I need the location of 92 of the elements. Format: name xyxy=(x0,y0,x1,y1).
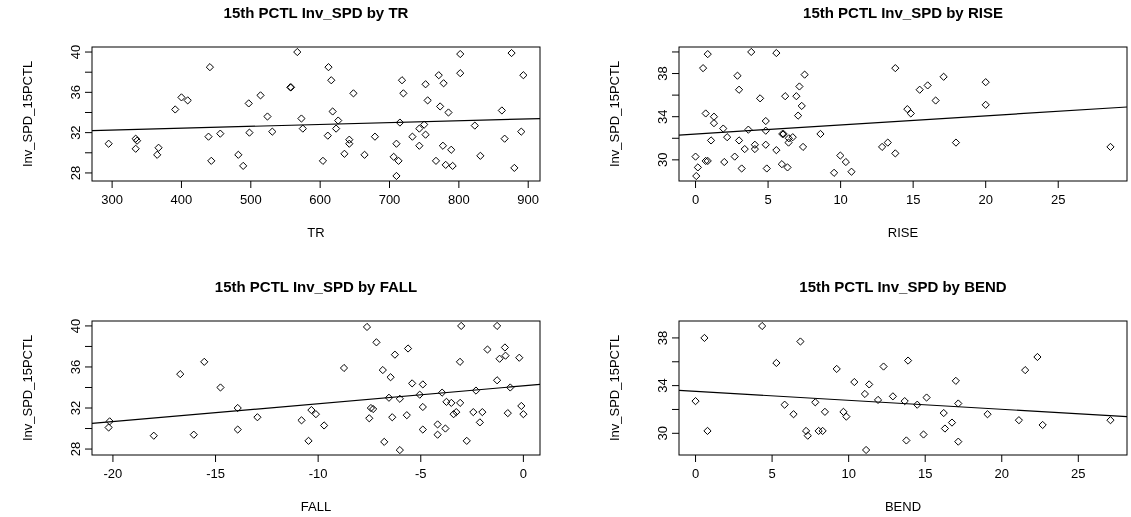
point xyxy=(951,376,960,385)
x-tick-label: 400 xyxy=(170,192,193,207)
point xyxy=(862,445,871,455)
y-tick-label: 28 xyxy=(68,165,83,181)
point xyxy=(947,418,957,427)
y-tick-label: 40 xyxy=(68,44,83,60)
point xyxy=(842,412,851,421)
y-axis-title: Inv_SPD_15PCTL xyxy=(607,334,622,442)
x-tick-label: 15 xyxy=(905,192,921,207)
x-tick-label: -15 xyxy=(206,466,225,481)
point xyxy=(939,408,948,418)
y-tick-label: 36 xyxy=(68,359,83,375)
point xyxy=(703,426,712,436)
point xyxy=(873,395,883,405)
point xyxy=(983,410,992,419)
x-tick-label: 25 xyxy=(1071,466,1086,481)
y-tick-label: 30 xyxy=(655,152,670,168)
point xyxy=(919,430,928,439)
y-tick-label: 34 xyxy=(655,378,670,393)
x-tick-label: -5 xyxy=(414,466,427,481)
point xyxy=(940,424,950,433)
point xyxy=(1014,416,1023,425)
x-tick-label: 10 xyxy=(841,466,856,481)
x-tick-label: 5 xyxy=(764,192,772,207)
point xyxy=(913,400,922,409)
x-tick-label: 10 xyxy=(833,192,848,207)
point xyxy=(954,437,963,446)
point xyxy=(789,410,798,419)
point xyxy=(850,377,859,387)
point xyxy=(803,431,812,440)
x-axis-title: FALL xyxy=(300,499,332,514)
x-tick-label: 500 xyxy=(239,192,262,207)
y-axis-title: Inv_SPD_15PCTL xyxy=(607,60,622,168)
x-tick-label: -20 xyxy=(103,466,123,481)
x-tick-label: 800 xyxy=(448,192,470,207)
point xyxy=(839,407,848,416)
y-tick-label: 34 xyxy=(655,109,670,124)
x-tick-label: 5 xyxy=(768,466,776,481)
point xyxy=(758,321,767,331)
point xyxy=(801,426,811,436)
point xyxy=(820,407,830,416)
point xyxy=(814,426,823,436)
point xyxy=(691,397,700,406)
y-axis-title: Inv_SPD_15PCTL xyxy=(20,334,35,442)
point xyxy=(1038,420,1047,430)
point xyxy=(700,333,709,343)
point xyxy=(818,426,827,436)
x-tick-label: 700 xyxy=(378,192,401,207)
x-axis-title: RISE xyxy=(887,225,919,240)
x-tick-label: -10 xyxy=(308,466,328,481)
point xyxy=(1033,352,1042,362)
point xyxy=(832,364,841,374)
point xyxy=(1106,416,1115,425)
point xyxy=(780,400,789,409)
x-tick-label: 900 xyxy=(517,192,540,207)
y-tick-label: 32 xyxy=(68,400,83,416)
point xyxy=(900,397,909,406)
x-axis-title: TR xyxy=(307,225,325,240)
x-tick-label: 15 xyxy=(917,466,933,481)
chart-title: 15th PCTL Inv_SPD by TR xyxy=(223,4,409,21)
y-tick-label: 30 xyxy=(655,426,670,441)
x-axis-title: BEND xyxy=(884,499,922,514)
x-tick-label: 300 xyxy=(101,192,123,207)
chart-title: 15th PCTL Inv_SPD by FALL xyxy=(214,278,418,295)
point xyxy=(811,398,820,407)
point xyxy=(888,392,897,401)
chart-title: 15th PCTL Inv_SPD by RISE xyxy=(803,4,1003,21)
x-tick-label: 0 xyxy=(691,192,700,207)
y-tick-label: 38 xyxy=(655,66,670,81)
point xyxy=(865,380,874,389)
x-tick-label: 20 xyxy=(978,192,993,207)
point xyxy=(879,362,888,371)
point xyxy=(772,358,781,368)
y-tick-label: 32 xyxy=(68,125,83,140)
point xyxy=(922,393,931,402)
y-tick-label: 28 xyxy=(68,441,83,457)
y-axis-title: Inv_SPD_15PCTL xyxy=(20,60,35,168)
y-tick-label: 40 xyxy=(68,318,83,334)
x-tick-label: 600 xyxy=(309,192,332,207)
x-tick-label: 20 xyxy=(994,466,1009,481)
y-tick-label: 36 xyxy=(68,85,83,100)
point xyxy=(796,337,805,346)
point xyxy=(860,389,869,399)
x-tick-label: 0 xyxy=(691,466,700,481)
point xyxy=(1021,366,1030,375)
point xyxy=(902,436,911,445)
x-tick-label: 0 xyxy=(519,466,527,481)
x-tick-label: 25 xyxy=(1051,192,1066,207)
point xyxy=(903,356,913,365)
y-tick-label: 38 xyxy=(655,330,670,346)
point xyxy=(954,399,963,408)
chart-title: 15th PCTL Inv_SPD by BEND xyxy=(799,278,1007,295)
